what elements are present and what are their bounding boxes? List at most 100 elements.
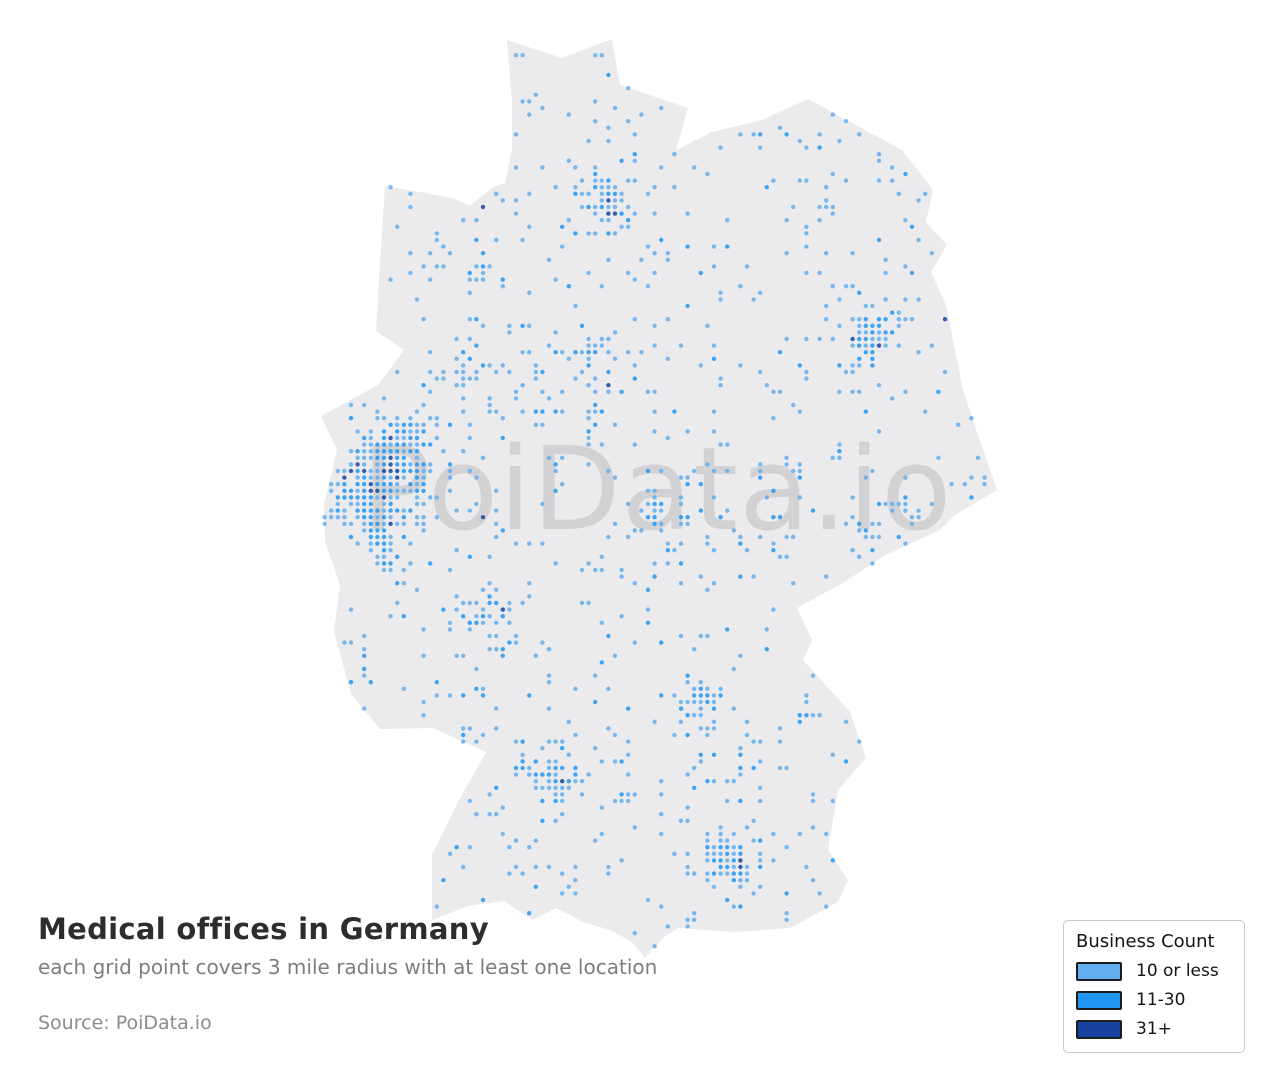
map-dot-mid — [718, 858, 723, 863]
map-dot-low — [718, 383, 723, 388]
map-dot-low — [375, 554, 380, 559]
map-dot-mid — [619, 211, 624, 216]
map-dot-low — [685, 924, 690, 929]
map-dot-low — [586, 270, 591, 276]
map-dot-mid — [467, 554, 472, 559]
map-dot-mid — [645, 620, 651, 625]
map-dot-mid — [573, 772, 578, 777]
map-dot-low — [599, 218, 604, 223]
map-dot-low — [599, 805, 604, 810]
map-dot-low — [705, 831, 710, 837]
map-dot-low — [817, 218, 822, 223]
map-dot-low — [606, 871, 611, 876]
map-dot-low — [876, 383, 882, 388]
map-dot-low — [850, 515, 855, 520]
map-dot-low — [593, 53, 598, 58]
map-dot-mid — [698, 482, 703, 487]
map-dot-low — [751, 739, 756, 744]
map-dot-low — [487, 402, 492, 408]
map-dot-low — [362, 633, 367, 639]
map-dot-low — [863, 303, 868, 309]
map-dot-low — [652, 270, 657, 276]
map-dot-low — [579, 600, 585, 606]
map-dot-mid — [500, 277, 505, 282]
map-dot-low — [494, 488, 499, 493]
map-dot-low — [777, 125, 783, 130]
map-dot-low — [870, 561, 875, 566]
map-dot-high — [368, 488, 373, 493]
map-dot-mid — [810, 508, 816, 513]
map-dot-low — [342, 508, 347, 513]
map-dot-low — [698, 699, 703, 705]
map-dot-low — [705, 878, 710, 883]
map-dot-low — [500, 416, 505, 421]
map-dot-low — [414, 442, 420, 447]
map-dot-low — [784, 911, 789, 916]
map-dot-mid — [936, 389, 941, 394]
map-dot-low — [441, 449, 446, 454]
map-dot-mid — [632, 376, 637, 381]
map-dot-low — [632, 640, 637, 645]
map-dot-low — [329, 515, 334, 520]
map-dot-low — [804, 270, 809, 276]
map-dot-mid — [685, 303, 690, 309]
map-dot-mid — [659, 501, 664, 507]
map-dot-mid — [771, 548, 776, 553]
map-dot-low — [870, 336, 875, 342]
map-dot-mid — [401, 455, 406, 460]
map-dot-low — [507, 620, 512, 625]
map-dot-low — [434, 231, 439, 236]
map-dot-low — [612, 204, 618, 210]
map-dot-low — [824, 204, 829, 210]
map-dot-mid — [870, 363, 875, 368]
map-dot-low — [903, 218, 908, 223]
map-dot-low — [461, 383, 466, 388]
map-dot-low — [355, 429, 360, 434]
map-dot-low — [474, 376, 479, 381]
map-dot-low — [626, 350, 631, 355]
map-dot-low — [850, 251, 855, 256]
map-dot-mid — [870, 350, 875, 355]
map-dot-low — [751, 574, 756, 579]
map-dot-low — [487, 409, 492, 414]
map-dot-low — [540, 640, 545, 645]
map-dot-low — [632, 581, 637, 586]
map-dot-low — [744, 548, 750, 553]
map-dot-low — [883, 257, 888, 262]
legend-item-label: 11-30 — [1136, 990, 1186, 1010]
map-dot-mid — [395, 455, 400, 460]
map-dot-mid — [890, 310, 895, 315]
map-dot-low — [731, 666, 736, 672]
map-dot-mid — [540, 369, 545, 375]
map-dot-low — [738, 653, 743, 658]
map-dot-low — [520, 600, 525, 606]
map-dot-low — [599, 198, 604, 203]
map-dot-low — [711, 581, 717, 586]
map-dot-low — [665, 561, 670, 566]
map-dot-low — [612, 422, 618, 427]
map-dot-low — [725, 779, 730, 784]
map-dot-low — [982, 475, 987, 480]
map-dot-mid — [626, 706, 631, 711]
map-dot-low — [956, 422, 961, 427]
map-dot-low — [434, 237, 439, 243]
map-dot-low — [461, 363, 466, 368]
map-dot-low — [645, 389, 651, 394]
map-dot-low — [731, 864, 736, 870]
map-dot-low — [659, 904, 664, 909]
map-dot-low — [810, 673, 816, 678]
map-dot-mid — [362, 488, 367, 493]
map-dot-low — [876, 158, 882, 163]
map-dot-low — [850, 369, 855, 375]
map-dot-mid — [441, 878, 446, 883]
map-dot-mid — [381, 534, 387, 540]
map-dot-low — [408, 429, 413, 434]
map-dot-low — [560, 785, 565, 790]
map-dot-low — [606, 125, 611, 130]
map-dot-low — [520, 99, 525, 104]
map-dot-low — [447, 693, 453, 698]
map-dot-low — [513, 211, 519, 216]
map-dot-low — [876, 336, 882, 342]
map-dot-mid — [368, 495, 373, 500]
map-dot-low — [876, 429, 882, 434]
